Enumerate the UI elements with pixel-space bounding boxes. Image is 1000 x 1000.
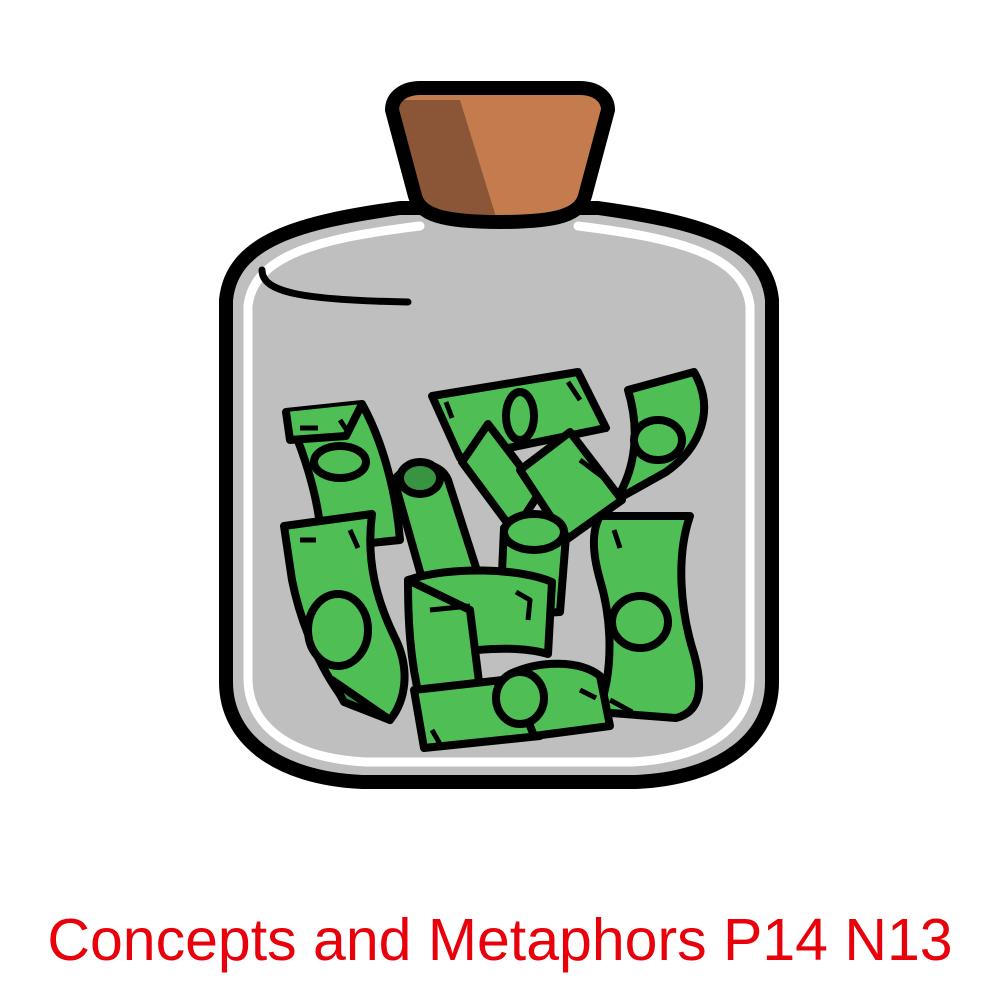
bill-right-curl [590,512,704,722]
money-jar-icon [219,81,779,789]
bill-back-right [612,368,709,504]
caption-text: Concepts and Metaphors P14 N13 [47,907,953,973]
jar-glare-line [258,266,412,306]
cork-stopper [385,81,615,229]
bill-left-curl [280,510,409,724]
bill-front-center [404,566,556,704]
jar-rim-highlight [243,221,755,767]
money-bills [280,368,709,752]
bill-bottom-rolled [410,659,614,752]
bill-middle-rolled [390,458,484,604]
